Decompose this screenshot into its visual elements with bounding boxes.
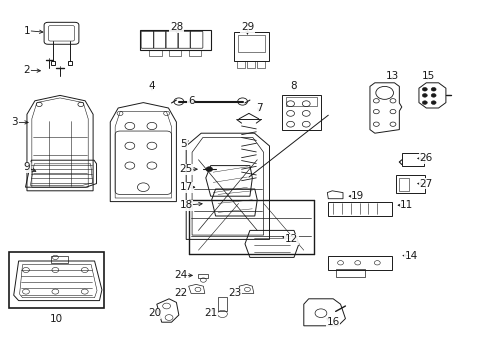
Bar — [198, 274, 208, 278]
Bar — [399, 178, 409, 191]
Circle shape — [431, 94, 436, 97]
Text: 23: 23 — [228, 288, 242, 298]
Bar — [218, 297, 227, 311]
Text: 10: 10 — [50, 314, 63, 324]
Circle shape — [422, 94, 427, 97]
Bar — [140, 30, 211, 50]
Text: 14: 14 — [405, 251, 418, 261]
Bar — [336, 269, 365, 277]
Text: 26: 26 — [419, 153, 433, 163]
Bar — [169, 50, 181, 56]
Bar — [9, 252, 104, 308]
Text: 22: 22 — [174, 288, 188, 298]
Text: 25: 25 — [179, 164, 193, 174]
Bar — [396, 175, 425, 193]
Text: 1: 1 — [24, 26, 30, 36]
Bar — [234, 32, 269, 61]
Text: 16: 16 — [326, 317, 340, 327]
Bar — [247, 61, 255, 68]
Text: 13: 13 — [385, 71, 399, 81]
Circle shape — [431, 101, 436, 104]
Text: 24: 24 — [174, 270, 188, 280]
Bar — [189, 50, 201, 56]
Text: 8: 8 — [291, 81, 297, 91]
Text: 3: 3 — [11, 117, 18, 127]
Text: 7: 7 — [256, 103, 263, 113]
Text: 5: 5 — [180, 139, 187, 149]
Text: 11: 11 — [400, 200, 414, 210]
Bar — [149, 50, 162, 56]
Text: 20: 20 — [148, 308, 161, 318]
Bar — [238, 35, 265, 52]
Bar — [328, 256, 392, 270]
Text: 17: 17 — [179, 182, 193, 192]
Bar — [237, 61, 245, 68]
Text: 27: 27 — [419, 179, 433, 189]
Text: 15: 15 — [422, 71, 436, 81]
Bar — [51, 256, 69, 263]
Bar — [402, 153, 424, 166]
Bar — [68, 61, 72, 65]
Bar — [328, 202, 392, 216]
Text: 29: 29 — [241, 22, 254, 32]
Text: 2: 2 — [24, 65, 30, 75]
Text: 19: 19 — [351, 191, 365, 201]
Circle shape — [422, 87, 427, 91]
Circle shape — [422, 101, 427, 104]
Text: 9: 9 — [24, 162, 30, 172]
Circle shape — [431, 87, 436, 91]
Text: 4: 4 — [148, 81, 155, 91]
Text: 12: 12 — [285, 234, 298, 244]
Text: 21: 21 — [204, 308, 218, 318]
Circle shape — [206, 167, 213, 172]
Bar — [286, 97, 317, 106]
Bar — [257, 61, 265, 68]
Bar — [51, 61, 55, 65]
Text: 6: 6 — [188, 96, 195, 106]
Text: 18: 18 — [179, 200, 193, 210]
Bar — [282, 95, 321, 130]
Text: 28: 28 — [170, 22, 183, 32]
